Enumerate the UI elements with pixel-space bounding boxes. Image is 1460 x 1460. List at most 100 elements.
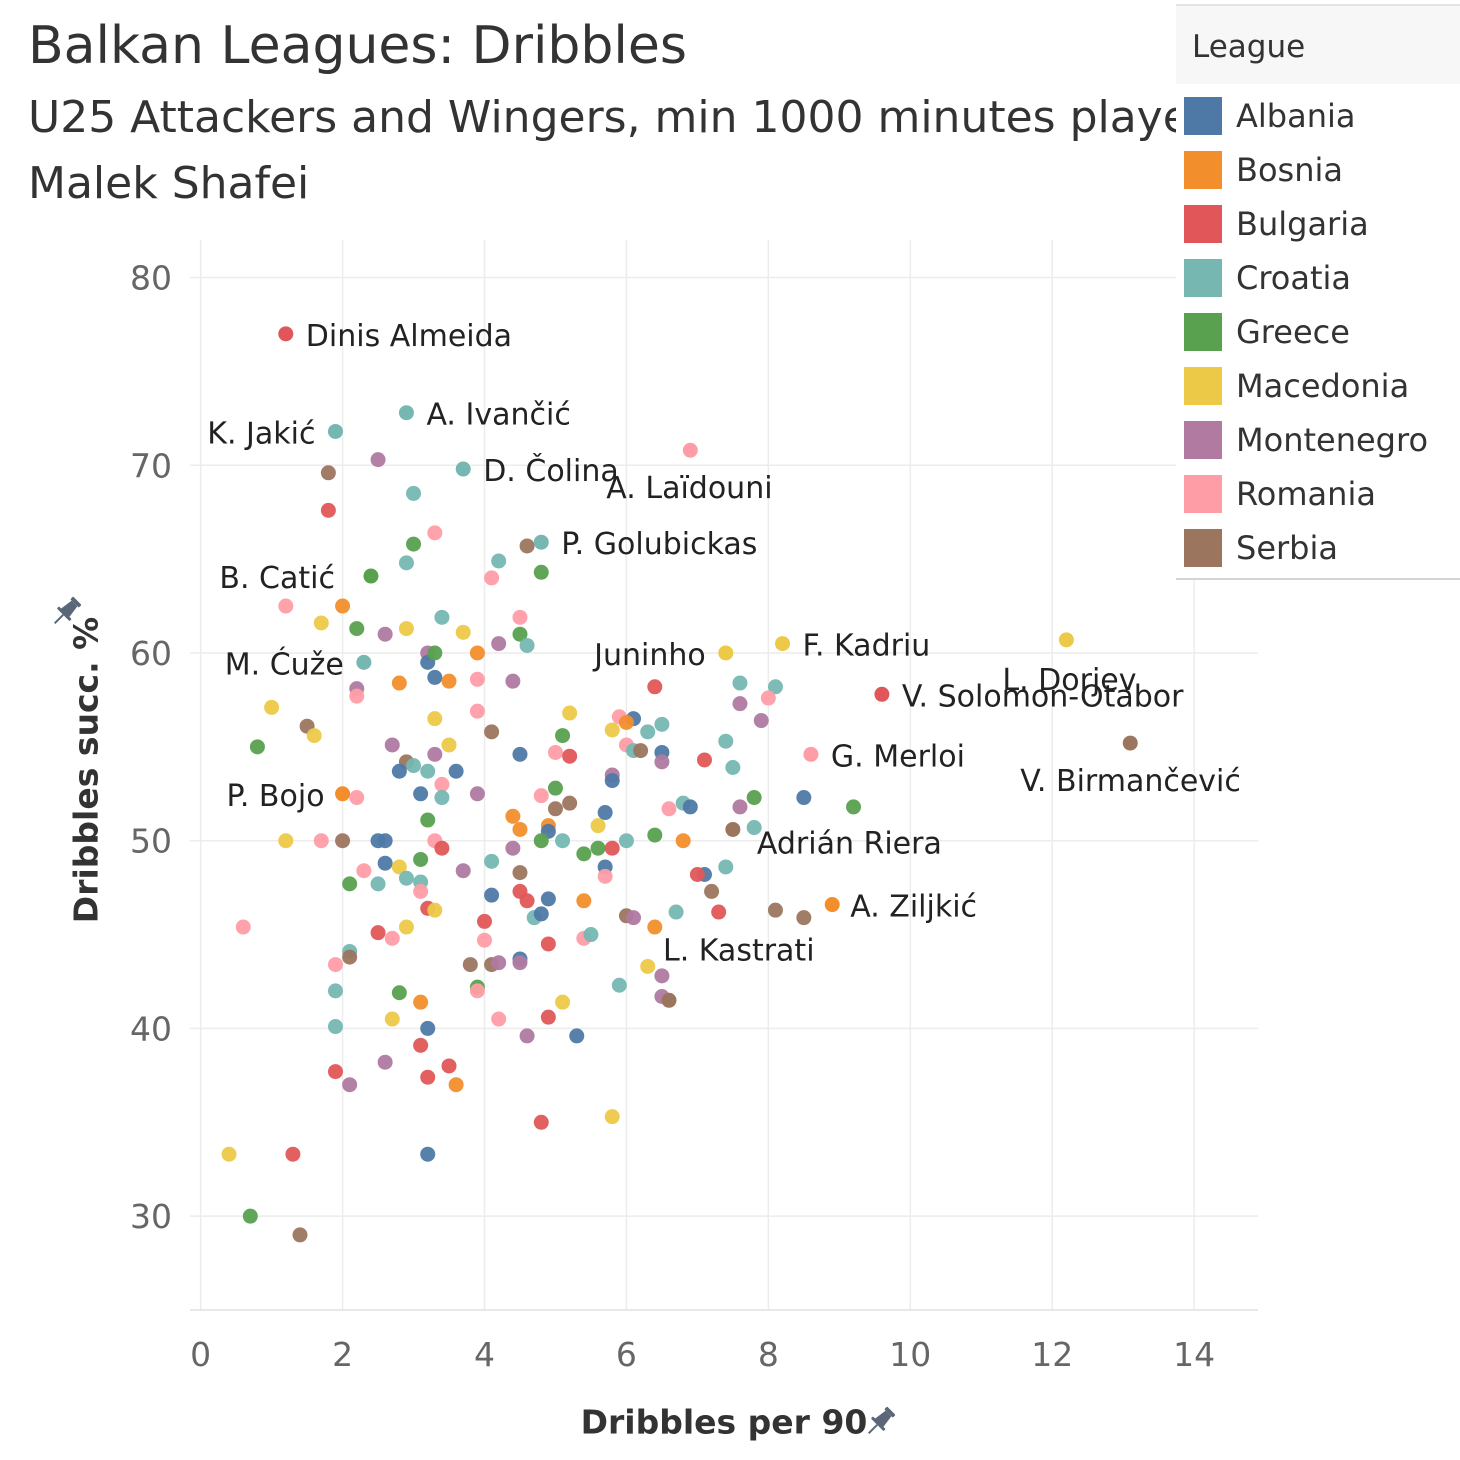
data-point[interactable]: [469, 983, 485, 999]
data-point[interactable]: [647, 919, 663, 935]
data-point[interactable]: [732, 675, 748, 691]
data-point[interactable]: [512, 821, 528, 837]
data-point[interactable]: [555, 728, 571, 744]
data-point[interactable]: [469, 786, 485, 802]
labeled-data-point[interactable]: [278, 326, 294, 342]
data-point[interactable]: [384, 737, 400, 753]
data-point[interactable]: [469, 671, 485, 687]
data-point[interactable]: [420, 812, 436, 828]
data-point[interactable]: [540, 936, 556, 952]
data-point[interactable]: [533, 833, 549, 849]
data-point[interactable]: [427, 902, 443, 918]
data-point[interactable]: [313, 833, 329, 849]
data-point[interactable]: [370, 925, 386, 941]
data-point[interactable]: [505, 808, 521, 824]
data-point[interactable]: [448, 1077, 464, 1093]
data-point[interactable]: [285, 1146, 301, 1162]
data-point[interactable]: [420, 1020, 436, 1036]
data-point[interactable]: [242, 1208, 258, 1224]
labeled-data-point[interactable]: [682, 442, 698, 458]
data-point[interactable]: [569, 1028, 585, 1044]
data-point[interactable]: [413, 1037, 429, 1053]
data-point[interactable]: [604, 840, 620, 856]
data-point[interactable]: [441, 673, 457, 689]
data-point[interactable]: [427, 669, 443, 685]
data-point[interactable]: [434, 609, 450, 625]
data-point[interactable]: [519, 637, 535, 653]
data-point[interactable]: [398, 621, 414, 637]
data-point[interactable]: [434, 790, 450, 806]
data-point[interactable]: [746, 790, 762, 806]
data-point[interactable]: [796, 910, 812, 926]
data-point[interactable]: [406, 758, 422, 774]
data-point[interactable]: [640, 958, 656, 974]
data-point[interactable]: [349, 688, 365, 704]
data-point[interactable]: [349, 621, 365, 637]
data-point[interactable]: [555, 833, 571, 849]
data-point[interactable]: [540, 891, 556, 907]
data-point[interactable]: [846, 799, 862, 815]
data-point[interactable]: [420, 763, 436, 779]
data-point[interactable]: [384, 930, 400, 946]
data-point[interactable]: [533, 906, 549, 922]
labeled-data-point[interactable]: [455, 461, 471, 477]
data-point[interactable]: [675, 833, 691, 849]
data-point[interactable]: [406, 485, 422, 501]
data-point[interactable]: [370, 876, 386, 892]
data-point[interactable]: [689, 866, 705, 882]
data-point[interactable]: [540, 1009, 556, 1025]
data-point[interactable]: [519, 1028, 535, 1044]
data-point[interactable]: [370, 452, 386, 468]
data-point[interactable]: [413, 883, 429, 899]
data-point[interactable]: [512, 955, 528, 971]
data-point[interactable]: [633, 743, 649, 759]
data-point[interactable]: [335, 598, 351, 614]
data-point[interactable]: [484, 570, 500, 586]
data-point[interactable]: [562, 748, 578, 764]
data-point[interactable]: [512, 746, 528, 762]
data-point[interactable]: [391, 763, 407, 779]
data-point[interactable]: [249, 739, 265, 755]
data-point[interactable]: [576, 846, 592, 862]
data-point[interactable]: [590, 818, 606, 834]
data-point[interactable]: [583, 927, 599, 943]
labeled-data-point[interactable]: [824, 897, 840, 913]
data-point[interactable]: [377, 626, 393, 642]
data-point[interactable]: [455, 863, 471, 879]
data-point[interactable]: [732, 799, 748, 815]
data-point[interactable]: [434, 840, 450, 856]
data-point[interactable]: [320, 502, 336, 518]
data-point[interactable]: [746, 820, 762, 836]
data-point[interactable]: [640, 724, 656, 740]
data-point[interactable]: [604, 722, 620, 738]
data-point[interactable]: [696, 752, 712, 768]
data-point[interactable]: [327, 983, 343, 999]
data-point[interactable]: [618, 833, 634, 849]
data-point[interactable]: [342, 949, 358, 965]
data-point[interactable]: [718, 859, 734, 875]
data-point[interactable]: [512, 609, 528, 625]
data-point[interactable]: [221, 1146, 237, 1162]
data-point[interactable]: [264, 699, 280, 715]
data-point[interactable]: [533, 1114, 549, 1130]
data-point[interactable]: [427, 711, 443, 727]
legend-item[interactable]: Bulgaria: [1184, 204, 1369, 244]
labeled-data-point[interactable]: [335, 786, 351, 802]
data-point[interactable]: [604, 773, 620, 789]
data-point[interactable]: [767, 902, 783, 918]
data-point[interactable]: [427, 525, 443, 541]
data-point[interactable]: [562, 795, 578, 811]
data-point[interactable]: [398, 870, 414, 886]
legend-item[interactable]: Montenegro: [1184, 420, 1428, 460]
data-point[interactable]: [484, 887, 500, 903]
data-point[interactable]: [590, 840, 606, 856]
data-point[interactable]: [320, 465, 336, 481]
data-point[interactable]: [597, 868, 613, 884]
data-point[interactable]: [384, 1011, 400, 1027]
data-point[interactable]: [391, 675, 407, 691]
data-point[interactable]: [476, 913, 492, 929]
data-point[interactable]: [420, 1069, 436, 1085]
labeled-data-point[interactable]: [398, 405, 414, 421]
labeled-data-point[interactable]: [533, 534, 549, 550]
data-point[interactable]: [484, 853, 500, 869]
